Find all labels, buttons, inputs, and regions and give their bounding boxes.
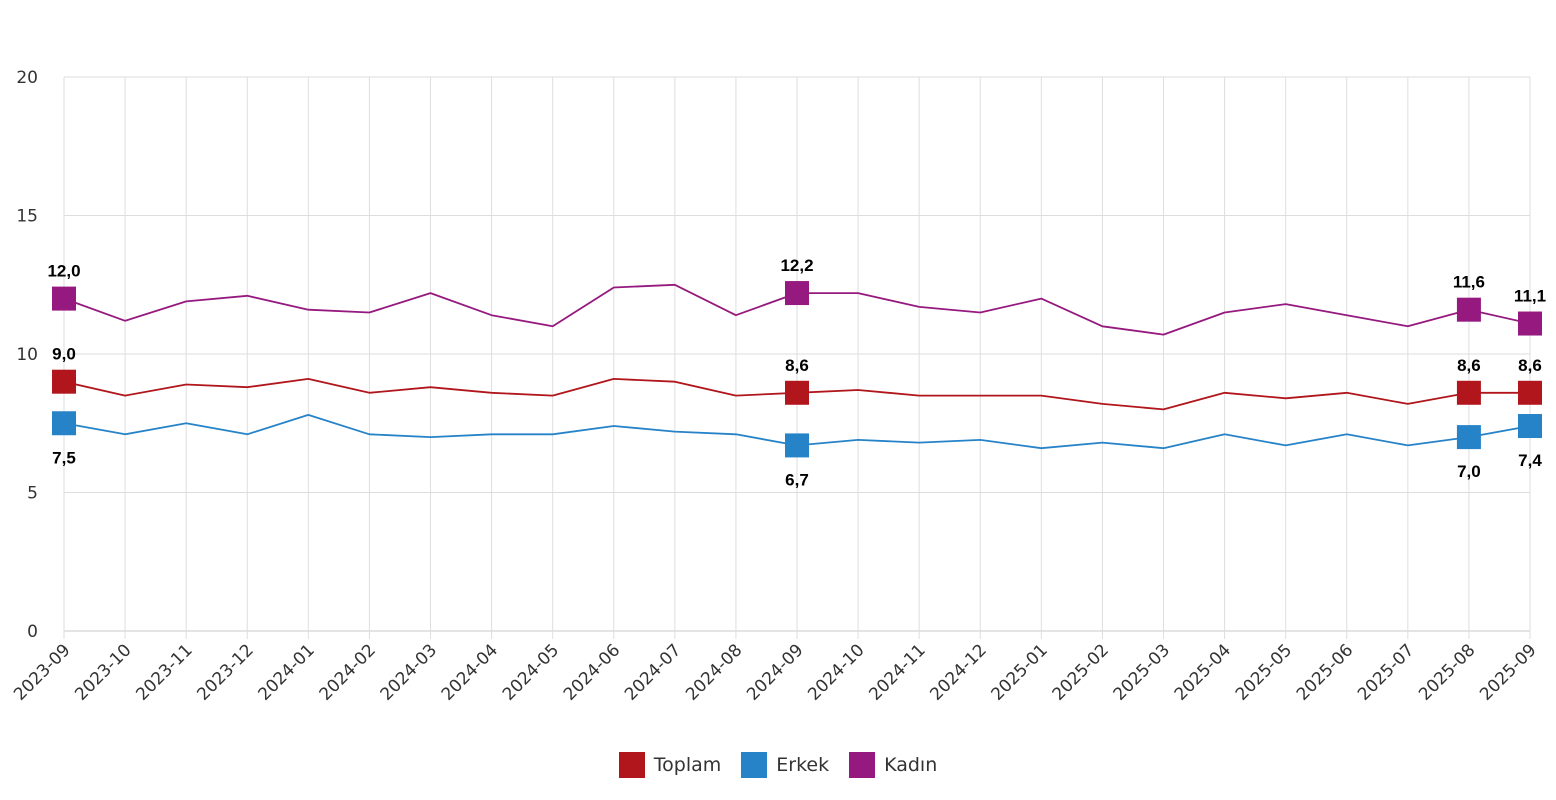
data-point-marker	[785, 281, 809, 306]
data-label: 8,6	[1457, 356, 1481, 375]
x-tick-label: 2025-06	[1293, 640, 1357, 704]
data-point-marker	[52, 411, 76, 436]
x-tick-label: 2024-07	[621, 640, 685, 704]
y-tick-label: 0	[27, 622, 38, 642]
x-tick-label: 2025-05	[1232, 640, 1296, 704]
data-point-marker	[785, 380, 809, 405]
data-label: 7,4	[1518, 451, 1542, 470]
data-label: 9,0	[52, 345, 76, 364]
data-point-marker	[52, 286, 76, 311]
y-tick-label: 10	[16, 345, 38, 365]
y-tick-label: 20	[16, 68, 38, 88]
legend-item-toplam[interactable]: Toplam	[618, 752, 722, 778]
x-tick-label: 2024-12	[926, 640, 990, 704]
x-tick-label: 2024-01	[255, 640, 319, 704]
x-tick-label: 2023-11	[132, 640, 196, 704]
grid	[63, 76, 1531, 639]
data-point-marker	[1456, 425, 1481, 450]
x-tick-label: 2023-12	[193, 640, 257, 704]
x-tick-label: 2024-10	[804, 640, 868, 704]
data-point-marker	[1456, 380, 1481, 405]
x-tick-label: 2024-05	[499, 640, 563, 704]
x-tick-label: 2024-06	[560, 640, 624, 704]
data-point-marker	[1518, 311, 1542, 336]
x-tick-label: 2025-02	[1049, 640, 1113, 704]
data-label: 8,6	[1518, 356, 1542, 375]
y-tick-label: 5	[27, 484, 38, 504]
x-tick-label: 2025-03	[1110, 640, 1174, 704]
legend-swatch	[741, 752, 768, 778]
x-tick-label: 2023-09	[10, 640, 74, 704]
x-tick-label: 2025-04	[1171, 640, 1235, 704]
data-point-marker	[1456, 297, 1481, 322]
x-tick-label: 2024-11	[865, 640, 929, 704]
legend-item-erkek[interactable]: Erkek	[741, 752, 829, 778]
data-label: 7,5	[52, 448, 76, 467]
data-point-marker	[52, 369, 76, 394]
x-tick-label: 2025-09	[1476, 640, 1540, 704]
legend-swatch	[618, 752, 645, 778]
x-tick-label: 2023-10	[71, 640, 135, 704]
data-label: 6,7	[785, 470, 809, 489]
y-tick-label: 15	[16, 207, 38, 227]
legend-label: Erkek	[776, 754, 830, 776]
x-tick-label: 2024-04	[438, 640, 502, 704]
data-label: 12,0	[47, 262, 80, 281]
x-tick-label: 2025-07	[1354, 640, 1418, 704]
legend-label: Kadın	[884, 754, 938, 776]
data-markers	[52, 281, 1542, 458]
chart-canvas: 051015202023-092023-102023-112023-122024…	[10, 68, 1546, 705]
legend: Toplam Erkek Kadın	[0, 752, 1556, 778]
x-tick-label: 2024-08	[682, 640, 746, 704]
data-label: 11,6	[1453, 273, 1485, 292]
data-point-marker	[1518, 414, 1542, 439]
legend-label: Toplam	[653, 754, 722, 776]
data-label: 12,2	[780, 256, 813, 275]
data-labels: 9,0 8,6 8,6 8,6 7,5 6,7 7,0 7,4 12,0 12,2 11,6 11,1	[47, 256, 1546, 489]
x-tick-label: 2025-01	[988, 640, 1052, 704]
data-label: 8,6	[785, 356, 809, 375]
data-point-marker	[1518, 380, 1542, 405]
data-label: 11,1	[1514, 287, 1546, 306]
x-tick-label: 2024-02	[316, 640, 380, 704]
x-tick-label: 2025-08	[1415, 640, 1479, 704]
data-label: 7,0	[1457, 462, 1481, 481]
x-tick-label: 2024-09	[743, 640, 807, 704]
legend-swatch	[849, 752, 876, 778]
data-point-marker	[785, 433, 809, 458]
x-tick-label: 2024-03	[377, 640, 441, 704]
legend-item-kadın[interactable]: Kadın	[849, 752, 937, 778]
